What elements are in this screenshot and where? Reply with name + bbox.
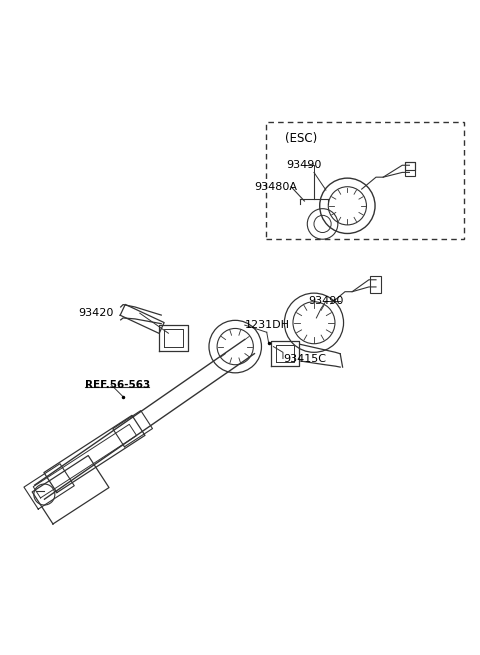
Bar [405, 162, 415, 176]
Bar [405, 162, 415, 170]
Text: REF.56-563: REF.56-563 [85, 380, 150, 390]
Text: 93490: 93490 [287, 160, 322, 170]
Text: 93480A: 93480A [254, 181, 297, 192]
Text: (ESC): (ESC) [285, 132, 318, 145]
Text: 1231DH: 1231DH [245, 320, 290, 330]
Text: 93415C: 93415C [283, 354, 326, 364]
Bar [370, 276, 381, 293]
Text: 93420: 93420 [78, 309, 114, 318]
Text: 93490: 93490 [308, 296, 344, 307]
